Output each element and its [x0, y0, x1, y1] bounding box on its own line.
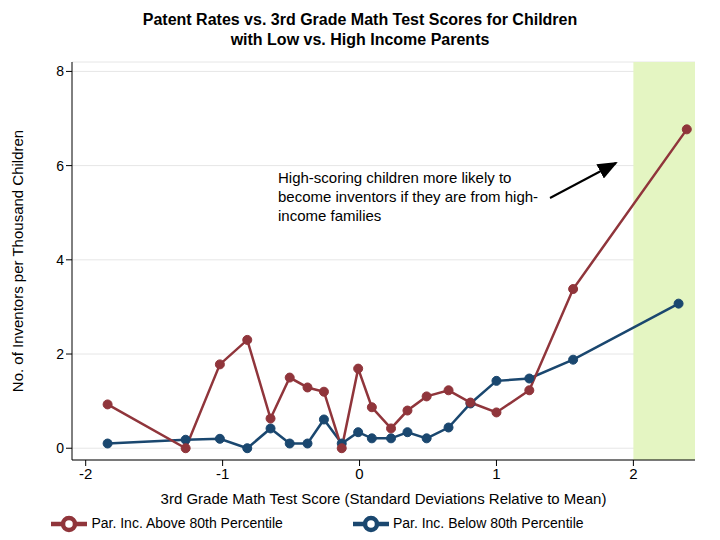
svg-text:2: 2	[56, 346, 64, 362]
html-text:High-scoring children more lik: High-scoring children more likely to bec…	[278, 169, 539, 224]
html-text:Par. Inc. Above 80th Percentil: Par. Inc. Above 80th Percentile	[91, 514, 283, 531]
html-text:Par. Inc. Below 80th Percentil: Par. Inc. Below 80th Percentile	[392, 514, 584, 531]
html-text:Patent Rates vs. 3rd Grade Mat: Patent Rates vs. 3rd Grade Math Test Sco…	[142, 11, 578, 48]
svg-text:0: 0	[355, 465, 363, 482]
svg-text:1: 1	[492, 465, 500, 482]
svg-text:-1: -1	[216, 465, 229, 482]
svg-text:-2: -2	[79, 465, 92, 482]
svg-text:6: 6	[56, 158, 64, 174]
svg-text:3rd Grade Math Test Score (Sta: 3rd Grade Math Test Score (Standard Devi…	[161, 490, 607, 507]
svg-text:No. of Inventors per Thousand: No. of Inventors per Thousand Children	[9, 130, 26, 392]
svg-text:0: 0	[56, 440, 64, 456]
svg-text:2: 2	[629, 465, 637, 482]
svg-text:4: 4	[56, 252, 64, 268]
svg-text:8: 8	[56, 63, 64, 79]
